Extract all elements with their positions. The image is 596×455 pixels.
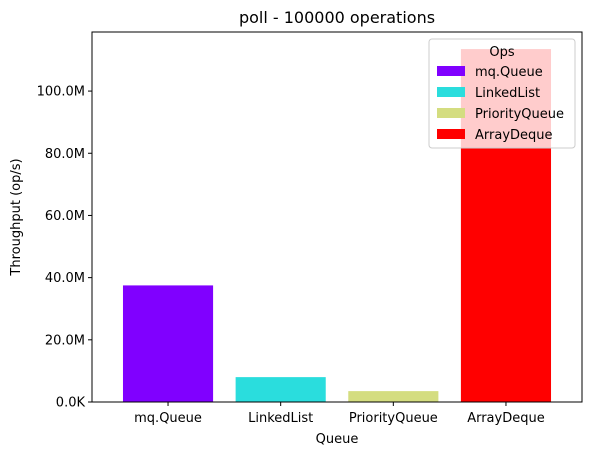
x-tick-label: PriorityQueue [349,411,438,426]
legend-box [428,38,576,149]
x-tick-label: LinkedList [248,411,313,426]
legend-label: LinkedList [475,86,540,101]
legend-label: PriorityQueue [475,107,564,122]
bar-mq-queue [122,285,214,402]
legend-title: Ops [489,45,514,60]
plot-frame [91,31,583,403]
bar-linkedlist [235,377,326,402]
x-tick-label: mq.Queue [134,411,202,426]
y-axis-ticks: 0.0K 20.0M 40.0M 60.0M 80.0M 100.0M [37,85,92,411]
legend-swatch [437,66,465,76]
y-tick-label: 100.0M [37,85,85,100]
legend-items: mq.Queue LinkedList PriorityQueue ArrayDequ… [437,65,564,143]
y-tick-label: 20.0M [45,333,85,348]
x-tick-label: ArrayDeque [467,411,545,426]
bar-priorityqueue [348,391,439,402]
legend: Ops mq.Queue LinkedList PriorityQueue Array… [428,38,576,149]
x-axis-label: Queue [316,432,359,447]
legend-label: mq.Queue [475,65,543,80]
y-axis-label: Throughput (op/s) [9,158,24,276]
y-tick-label: 40.0M [45,271,85,286]
chart-title: poll - 100000 operations [239,8,435,27]
y-tick-label: 0.0K [56,396,86,411]
x-axis-ticks: mq.Queue LinkedList PriorityQueue ArrayDequ… [134,402,545,426]
legend-swatch [437,87,465,97]
legend-swatch [437,129,465,139]
y-tick-label: 60.0M [45,209,85,224]
legend-swatch [437,108,465,118]
legend-label: ArrayDeque [475,128,553,143]
y-tick-label: 80.0M [45,147,85,162]
